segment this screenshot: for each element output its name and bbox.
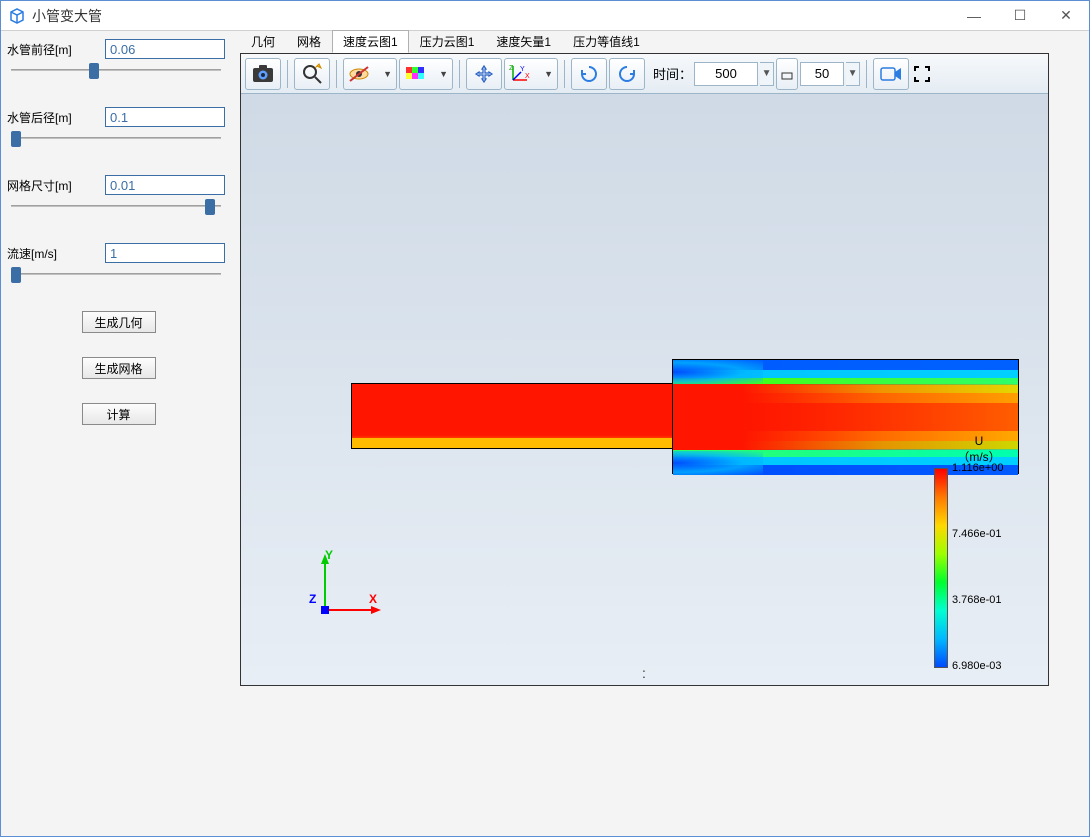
toolbar-separator bbox=[336, 60, 337, 88]
corner-recirculation bbox=[673, 451, 763, 475]
slider-mesh[interactable] bbox=[7, 195, 225, 217]
svg-text:Z: Z bbox=[509, 65, 514, 72]
axis-z-label: Z bbox=[309, 592, 316, 606]
view-area: 几何网格速度云图1压力云图1速度矢量1压力等值线1 ▼ bbox=[236, 31, 1089, 836]
view-tabs: 几何网格速度云图1压力云图1速度矢量1压力等值线1 bbox=[236, 31, 1089, 53]
zoom-button[interactable] bbox=[294, 58, 330, 90]
slider-d1[interactable] bbox=[7, 59, 225, 81]
chevron-down-icon: ▼ bbox=[439, 69, 448, 79]
param-input-mesh[interactable] bbox=[105, 175, 225, 195]
param-row-mesh: 网格尺寸[m] bbox=[7, 175, 230, 195]
corner-recirculation bbox=[673, 360, 763, 384]
titlebar: 小管变大管 — ☐ ✕ bbox=[1, 1, 1089, 31]
axis-y-label: Y bbox=[325, 548, 333, 562]
maximize-button[interactable]: ☐ bbox=[997, 1, 1043, 31]
legend-tick: 7.466e-01 bbox=[952, 528, 1002, 540]
axis-x-label: X bbox=[369, 592, 377, 606]
chevron-down-icon: ▼ bbox=[544, 69, 553, 79]
window-controls: — ☐ ✕ bbox=[951, 1, 1089, 31]
param-input-d1[interactable] bbox=[105, 39, 225, 59]
toolbar-separator bbox=[866, 60, 867, 88]
slider-d2[interactable] bbox=[7, 127, 225, 149]
close-button[interactable]: ✕ bbox=[1043, 1, 1089, 31]
app-window: 小管变大管 — ☐ ✕ 水管前径[m] 水管后径[m] bbox=[0, 0, 1090, 837]
slider-track bbox=[11, 137, 221, 139]
client-area: 水管前径[m] 水管后径[m] 网格尺寸[m] bbox=[1, 31, 1089, 836]
visibility-dropdown[interactable]: ▼ bbox=[343, 58, 397, 90]
legend-tick: 1.116e+00 bbox=[952, 462, 1004, 474]
tab[interactable]: 速度云图1 bbox=[332, 30, 409, 53]
action-buttons: 生成几何 生成网格 计算 bbox=[7, 311, 230, 425]
time-dropdown[interactable]: ▼ bbox=[760, 62, 774, 86]
legend-tick: 3.768e-01 bbox=[952, 594, 1002, 606]
axes-dropdown[interactable]: Z X Y ▼ bbox=[504, 58, 558, 90]
pipe-inlet bbox=[351, 383, 673, 449]
fullscreen-button[interactable] bbox=[911, 58, 933, 90]
tab[interactable]: 几何 bbox=[240, 30, 286, 53]
toolbar-separator bbox=[564, 60, 565, 88]
svg-text:X: X bbox=[525, 73, 530, 80]
slider-thumb[interactable] bbox=[11, 267, 21, 283]
toolbar-separator bbox=[459, 60, 460, 88]
time-label: 时间： bbox=[653, 64, 692, 83]
legend-tick: 6.980e-03 bbox=[952, 660, 1002, 672]
chevron-down-icon: ▼ bbox=[383, 69, 392, 79]
color-legend: U （m/s） 1.116e+007.466e-013.768e-016.980… bbox=[934, 434, 1024, 685]
minimize-button[interactable]: — bbox=[951, 1, 997, 31]
param-label-d1: 水管前径[m] bbox=[7, 41, 105, 58]
step-mode-button[interactable] bbox=[776, 58, 798, 90]
viewport[interactable]: Y X Z U （m/s） 1.116e+007.466e-013.768e-0… bbox=[241, 94, 1048, 685]
app-icon bbox=[6, 5, 28, 27]
slider-track bbox=[11, 205, 221, 207]
rotate-cw-button[interactable] bbox=[609, 58, 645, 90]
legend-bar bbox=[934, 468, 948, 668]
step-dropdown[interactable]: ▼ bbox=[846, 62, 860, 86]
window-title: 小管变大管 bbox=[32, 6, 102, 26]
compute-button[interactable]: 计算 bbox=[82, 403, 156, 425]
svg-text:Y: Y bbox=[520, 66, 525, 73]
tab[interactable]: 速度矢量1 bbox=[485, 30, 562, 53]
tab[interactable]: 压力等值线1 bbox=[562, 30, 651, 53]
axis-triad: Y X Z bbox=[313, 554, 393, 634]
inlet-bottom-band bbox=[352, 438, 673, 448]
param-label-d2: 水管后径[m] bbox=[7, 109, 105, 126]
slider-track bbox=[11, 273, 221, 275]
colormap-dropdown[interactable]: ▼ bbox=[399, 58, 453, 90]
slider-vel[interactable] bbox=[7, 263, 225, 285]
viewport-footer-dots: : bbox=[642, 665, 647, 681]
slider-thumb[interactable] bbox=[11, 131, 21, 147]
record-button[interactable] bbox=[873, 58, 909, 90]
slider-thumb[interactable] bbox=[205, 199, 215, 215]
slider-track bbox=[11, 69, 221, 71]
legend-title-1: U bbox=[934, 434, 1024, 448]
view-toolbar: ▼ ▼ bbox=[241, 54, 1048, 94]
param-input-d2[interactable] bbox=[105, 107, 225, 127]
view-frame: ▼ ▼ bbox=[240, 53, 1049, 686]
rotate-ccw-button[interactable] bbox=[571, 58, 607, 90]
slider-thumb[interactable] bbox=[89, 63, 99, 79]
params-panel: 水管前径[m] 水管后径[m] 网格尺寸[m] bbox=[1, 31, 236, 836]
time-input[interactable] bbox=[694, 62, 758, 86]
generate-mesh-button[interactable]: 生成网格 bbox=[82, 357, 156, 379]
param-label-vel: 流速[m/s] bbox=[7, 245, 105, 262]
param-row-d2: 水管后径[m] bbox=[7, 107, 230, 127]
param-row-d1: 水管前径[m] bbox=[7, 39, 230, 59]
generate-geometry-button[interactable]: 生成几何 bbox=[82, 311, 156, 333]
pan-button[interactable] bbox=[466, 58, 502, 90]
step-input[interactable] bbox=[800, 62, 844, 86]
toolbar-separator bbox=[287, 60, 288, 88]
param-input-vel[interactable] bbox=[105, 243, 225, 263]
screenshot-button[interactable] bbox=[245, 58, 281, 90]
tab[interactable]: 压力云图1 bbox=[409, 30, 486, 53]
tab[interactable]: 网格 bbox=[286, 30, 332, 53]
param-row-vel: 流速[m/s] bbox=[7, 243, 230, 263]
cfd-contour bbox=[351, 359, 1019, 474]
param-label-mesh: 网格尺寸[m] bbox=[7, 177, 105, 194]
